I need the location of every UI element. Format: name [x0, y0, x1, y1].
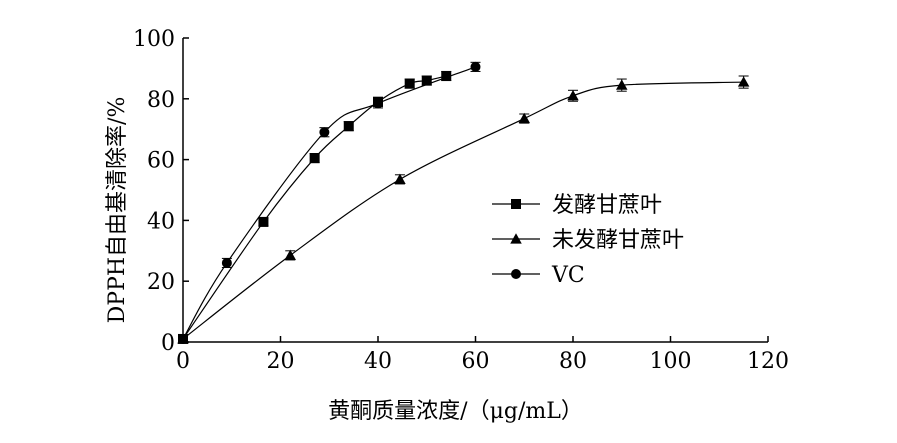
legend-marker: [511, 199, 521, 209]
x-tick-label: 40: [364, 349, 392, 374]
x-axis-label: 黄酮质量浓度/（μg/mL）: [328, 399, 583, 424]
data-point: [518, 112, 530, 124]
y-tick-label: 60: [147, 149, 175, 174]
data-point: [567, 90, 579, 101]
data-point: [309, 153, 320, 164]
data-point: [284, 249, 296, 260]
series-triangle: [177, 75, 750, 344]
data-point: [737, 76, 750, 87]
y-tick-label: 20: [147, 270, 175, 295]
x-tick-label: 20: [267, 349, 295, 374]
data-point: [258, 216, 269, 227]
legend-item: 未发酵甘蔗叶: [492, 228, 684, 253]
x-tick-label: 120: [747, 349, 789, 374]
y-tick-label: 0: [161, 331, 175, 356]
legend-label: VC: [551, 263, 585, 288]
legend-marker: [511, 269, 521, 279]
series-line: [182, 66, 476, 340]
x-tick-label: 0: [176, 349, 190, 374]
legend-label: 发酵甘蔗叶: [552, 193, 662, 218]
data-point: [470, 61, 481, 72]
legend-item: 发酵甘蔗叶: [492, 193, 662, 218]
legend-item: VC: [492, 263, 585, 288]
legend-label: 未发酵甘蔗叶: [552, 228, 684, 253]
data-point: [343, 121, 354, 132]
data-point: [421, 75, 432, 86]
series-square: [178, 70, 452, 344]
y-tick-label: 40: [147, 209, 175, 234]
x-tick-label: 80: [559, 349, 587, 374]
series-circle: [178, 61, 481, 344]
data-point: [441, 71, 452, 81]
data-point: [373, 98, 383, 109]
data-point: [616, 79, 628, 90]
data-point: [178, 333, 188, 344]
data-point: [404, 78, 415, 89]
x-tick-label: 60: [462, 349, 490, 374]
y-tick-label: 80: [147, 88, 175, 113]
y-axis-label: DPPH自由基清除率/%: [105, 97, 130, 324]
axes: 0 20 40 60 80 100 120 0 20 40 60 80 100: [133, 27, 789, 374]
x-tick-label: 100: [650, 349, 692, 374]
legend-marker: [510, 233, 522, 244]
series-layer: [177, 61, 750, 344]
y-tick-label: 100: [133, 27, 175, 52]
series-line: [182, 75, 447, 340]
data-point: [221, 257, 232, 268]
data-point: [319, 127, 330, 138]
data-point: [394, 173, 406, 184]
